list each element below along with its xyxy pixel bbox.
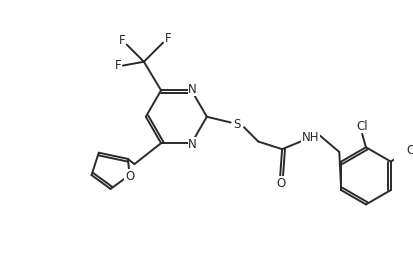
Text: NH: NH [302, 131, 319, 144]
Text: N: N [188, 83, 197, 96]
Text: F: F [115, 59, 121, 72]
Text: Cl: Cl [356, 120, 368, 133]
Text: F: F [164, 32, 171, 45]
Text: F: F [119, 34, 125, 47]
Text: S: S [234, 118, 241, 131]
Text: O: O [277, 177, 286, 190]
Text: O: O [125, 169, 134, 182]
Text: Cl: Cl [406, 144, 413, 157]
Text: N: N [188, 138, 197, 151]
